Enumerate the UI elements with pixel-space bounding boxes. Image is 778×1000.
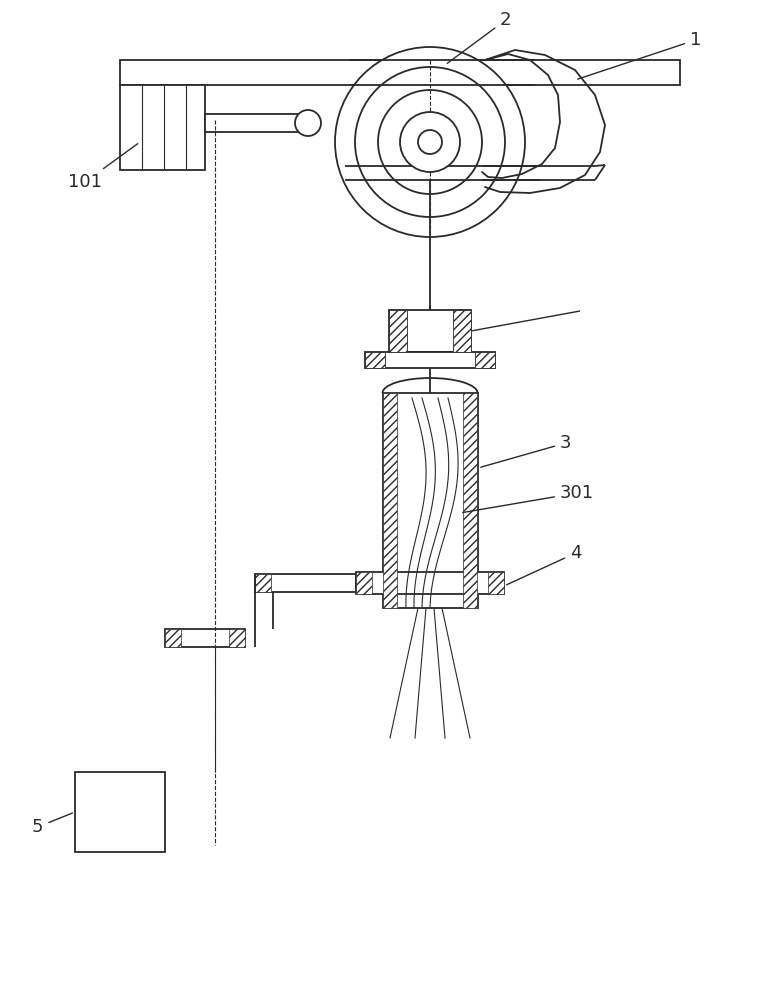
Circle shape (418, 130, 442, 154)
Circle shape (378, 90, 482, 194)
Circle shape (355, 67, 505, 217)
Bar (383, 393, 397, 608)
Bar (255, 574, 271, 592)
Bar (453, 310, 471, 352)
Text: 1: 1 (577, 31, 702, 79)
Bar (389, 310, 471, 352)
Text: 101: 101 (68, 144, 138, 191)
Bar (120, 85, 205, 170)
Bar (165, 629, 245, 647)
Circle shape (400, 112, 460, 172)
Bar (365, 352, 385, 368)
Text: 3: 3 (481, 434, 572, 467)
Bar (75, 772, 165, 852)
Bar (255, 574, 356, 592)
Bar (365, 352, 495, 368)
Bar (229, 629, 245, 647)
Text: 2: 2 (447, 11, 511, 63)
Bar (356, 572, 372, 594)
Text: 301: 301 (463, 484, 594, 513)
Text: 5: 5 (32, 813, 72, 836)
Circle shape (295, 110, 321, 136)
Circle shape (335, 47, 525, 237)
Bar (389, 310, 407, 352)
Bar (463, 393, 477, 608)
Bar (488, 572, 504, 594)
Bar (383, 393, 478, 608)
Bar (120, 60, 680, 85)
Bar (205, 114, 310, 132)
Bar (475, 352, 495, 368)
Bar (356, 572, 504, 594)
Text: 4: 4 (506, 544, 581, 585)
Bar (165, 629, 181, 647)
